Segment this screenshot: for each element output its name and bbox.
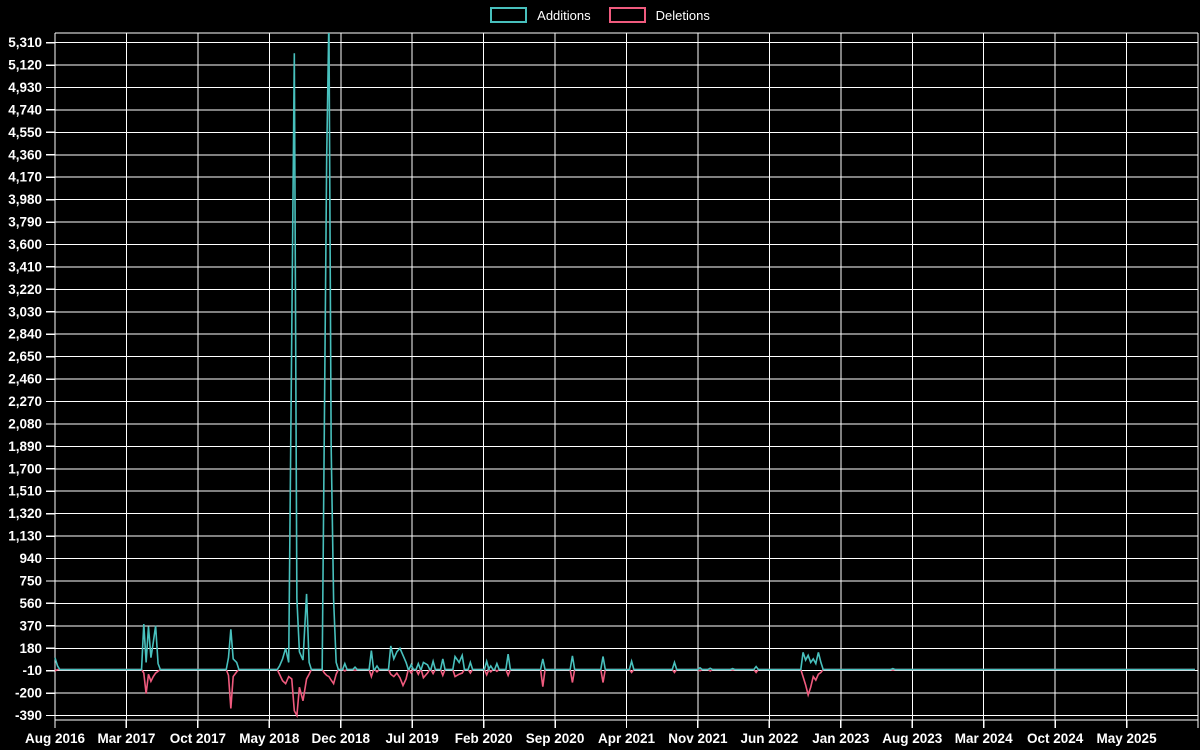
- y-axis-tick-label: 3,030: [8, 304, 42, 319]
- additions-line: [54, 33, 1195, 671]
- y-axis-tick-label: 2,650: [8, 349, 42, 364]
- y-axis-tick-label: -390: [15, 708, 42, 723]
- y-axis-tick-label: 3,220: [8, 282, 42, 297]
- y-axis-tick-label: 2,460: [8, 372, 42, 387]
- x-axis-tick-label: Oct 2024: [1027, 731, 1084, 746]
- y-axis-tick-label: 5,310: [8, 35, 42, 50]
- legend-label-deletions: Deletions: [655, 7, 710, 23]
- y-axis-tick-label: 560: [19, 596, 42, 611]
- x-axis-tick-label: Mar 2017: [98, 731, 156, 746]
- y-axis-tick-label: 5,120: [8, 58, 42, 73]
- y-axis-tick-label: 370: [19, 618, 42, 633]
- y-axis-tick-label: 1,130: [8, 529, 42, 544]
- x-axis-tick-label: Dec 2018: [311, 731, 370, 746]
- y-axis-tick-label: 1,510: [8, 484, 42, 499]
- x-axis-tick-label: May 2025: [1097, 731, 1158, 746]
- y-axis-tick-label: -200: [15, 686, 42, 701]
- x-axis-tick-label: Jul 2019: [386, 731, 439, 746]
- y-axis-tick-label: 2,840: [8, 327, 42, 342]
- y-axis-tick-label: 1,700: [8, 461, 42, 476]
- y-axis-tick-label: 3,790: [8, 215, 42, 230]
- legend-label-additions: Additions: [537, 7, 591, 23]
- x-axis-tick-label: Aug 2016: [25, 731, 86, 746]
- y-axis-tick-label: 750: [19, 573, 42, 588]
- chart-legend: Additions Deletions: [0, 7, 1200, 23]
- x-axis-tick-label: Feb 2020: [455, 731, 513, 746]
- deletions-legend-swatch: [608, 7, 646, 23]
- deletions-line: [54, 668, 1195, 719]
- x-axis-tick-label: Jan 2023: [812, 731, 870, 746]
- additions-legend-swatch: [490, 7, 528, 23]
- y-axis-tick-label: 180: [19, 641, 42, 656]
- x-axis-tick-label: Aug 2023: [882, 731, 943, 746]
- y-axis-tick-label: 4,740: [8, 102, 42, 117]
- y-axis-tick-label: 3,980: [8, 192, 42, 207]
- y-axis-tick-label: 1,890: [8, 439, 42, 454]
- x-axis-tick-label: Apr 2021: [598, 731, 656, 746]
- x-axis-tick-label: Nov 2021: [668, 731, 728, 746]
- legend-item-deletions[interactable]: Deletions: [608, 7, 710, 23]
- x-axis-tick-label: May 2018: [239, 731, 300, 746]
- x-axis-tick-label: Sep 2020: [526, 731, 585, 746]
- y-axis-tick-label: 4,550: [8, 125, 42, 140]
- y-axis-tick-label: 2,080: [8, 416, 42, 431]
- y-axis-tick-label: 4,360: [8, 147, 42, 162]
- y-axis-tick-label: 3,410: [8, 259, 42, 274]
- y-axis-tick-label: 4,930: [8, 80, 42, 95]
- x-axis-tick-label: Mar 2024: [955, 731, 1013, 746]
- x-axis-tick-label: Oct 2017: [170, 731, 226, 746]
- y-axis-tick-label: 4,170: [8, 170, 42, 185]
- y-axis-tick-label: -10: [22, 663, 42, 678]
- legend-item-additions[interactable]: Additions: [490, 7, 591, 23]
- y-axis-tick-label: 940: [19, 551, 42, 566]
- y-axis-tick-label: 3,600: [8, 237, 42, 252]
- y-axis-tick-label: 2,270: [8, 394, 42, 409]
- y-axis-tick-label: 1,320: [8, 506, 42, 521]
- x-axis-tick-label: Jun 2022: [740, 731, 798, 746]
